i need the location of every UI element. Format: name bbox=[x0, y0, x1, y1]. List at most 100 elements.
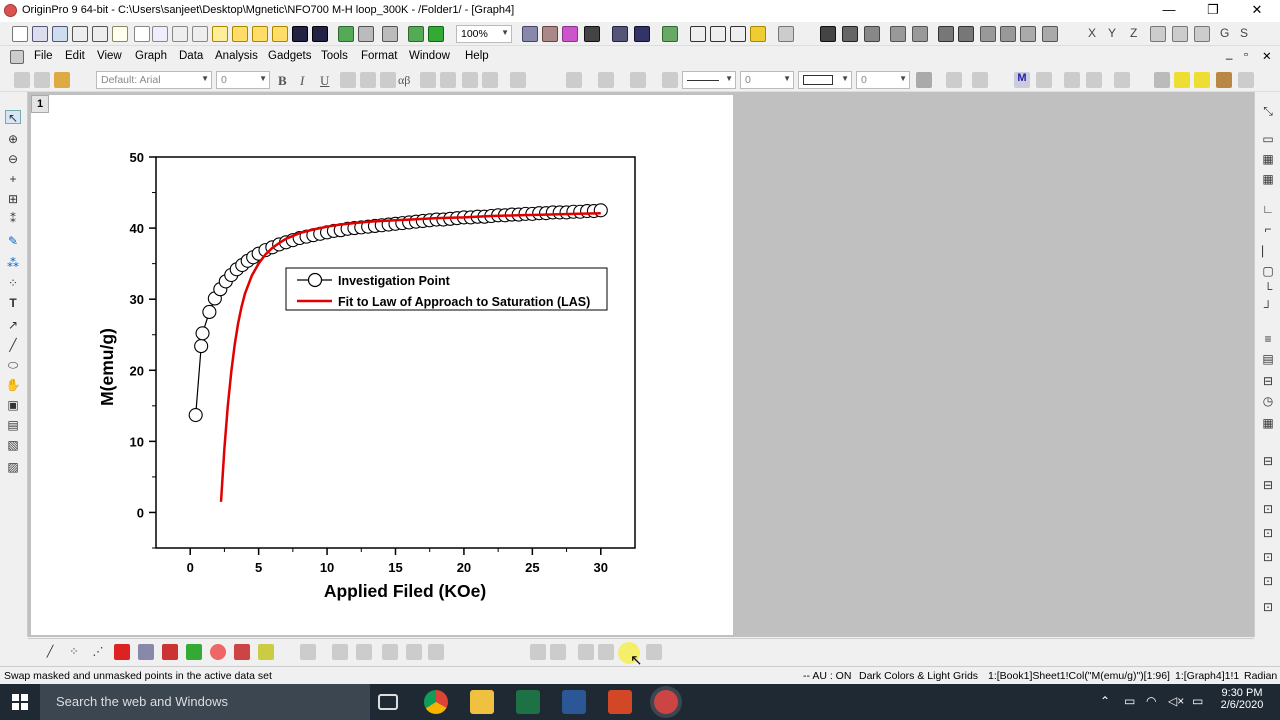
volume-icon[interactable]: ◁× bbox=[1168, 694, 1185, 708]
set-label-icon[interactable] bbox=[1150, 26, 1166, 42]
set-group-button[interactable]: G bbox=[1220, 26, 1230, 40]
excel-icon[interactable] bbox=[516, 690, 540, 714]
menu-edit[interactable]: Edit bbox=[65, 50, 85, 62]
line-symbol-plot-icon[interactable]: ⋰ bbox=[92, 646, 104, 658]
increase-font-icon[interactable] bbox=[420, 72, 436, 88]
new-3d-icon[interactable] bbox=[172, 26, 188, 42]
insert-column-icon[interactable] bbox=[980, 26, 996, 42]
rescale-icon[interactable]: ⤡ bbox=[1263, 104, 1273, 118]
bar-chart-icon[interactable] bbox=[938, 26, 954, 42]
duplicate-icon[interactable] bbox=[584, 26, 600, 42]
child-minimize-button[interactable]: _ bbox=[1226, 48, 1233, 60]
column-plot-icon[interactable] bbox=[114, 644, 130, 660]
layer-tool-icon[interactable]: ▤ bbox=[7, 418, 19, 432]
fill-size-combo[interactable]: 0 ▼ bbox=[856, 71, 910, 89]
surface-plot-icon[interactable] bbox=[332, 644, 348, 660]
layer-1-tab[interactable]: 1 bbox=[31, 95, 49, 113]
new-layout-icon[interactable] bbox=[134, 26, 150, 42]
restore-button[interactable]: ❐ bbox=[1207, 2, 1219, 17]
chrome-icon[interactable] bbox=[424, 690, 448, 714]
image-plot-icon[interactable] bbox=[406, 644, 422, 660]
y-axis-title[interactable]: M(emu/g) bbox=[97, 328, 117, 406]
unmask-range-icon[interactable] bbox=[598, 644, 614, 660]
mask-point-icon[interactable] bbox=[530, 644, 546, 660]
powerpoint-icon[interactable] bbox=[608, 690, 632, 714]
swap-mask-icon[interactable] bbox=[618, 642, 640, 664]
menu-view[interactable]: View bbox=[97, 50, 122, 62]
merge-icon[interactable]: M bbox=[1014, 72, 1030, 88]
new-matrix-icon[interactable] bbox=[92, 26, 108, 42]
minimize-button[interactable]: — bbox=[1162, 2, 1176, 17]
menu-analysis[interactable]: Analysis bbox=[215, 50, 258, 62]
import-wizard-icon[interactable] bbox=[382, 26, 398, 42]
new-sheet-icon[interactable] bbox=[192, 26, 208, 42]
object-front-icon[interactable] bbox=[1154, 72, 1170, 88]
add-top-x-icon[interactable]: ⌐ bbox=[1264, 222, 1272, 236]
new-excel-icon[interactable] bbox=[52, 26, 68, 42]
table-icon[interactable] bbox=[972, 72, 988, 88]
menu-data[interactable]: Data bbox=[179, 50, 204, 62]
superscript-icon[interactable] bbox=[340, 72, 356, 88]
bar-plot-icon[interactable] bbox=[162, 644, 178, 660]
zoom-in-icon[interactable]: ⊕ bbox=[7, 132, 19, 146]
distribute-icon[interactable]: ⊡ bbox=[1262, 600, 1274, 614]
wireframe-plot-icon[interactable] bbox=[356, 644, 372, 660]
data-reader-icon[interactable]: ⊞ bbox=[7, 192, 19, 206]
windows-start-icon[interactable] bbox=[12, 694, 28, 710]
hide-mask-icon[interactable] bbox=[646, 644, 662, 660]
pie-plot-icon[interactable] bbox=[210, 644, 226, 660]
battery-icon[interactable]: ▭ bbox=[1124, 694, 1136, 708]
layer-icon-table[interactable]: ⊟ bbox=[1262, 374, 1274, 388]
data-selector-icon[interactable]: ⁑ bbox=[10, 212, 16, 226]
menu-window[interactable]: Window bbox=[409, 50, 450, 62]
line-width-combo[interactable]: 0 ▼ bbox=[740, 71, 794, 89]
zoom-out-icon[interactable]: ⊖ bbox=[7, 152, 19, 166]
print-icon[interactable] bbox=[522, 26, 538, 42]
timestamp-icon[interactable]: ≡ bbox=[1264, 332, 1272, 346]
object-manager-icon[interactable] bbox=[730, 26, 746, 42]
filter-icon[interactable] bbox=[1000, 26, 1016, 42]
menu-gadgets[interactable]: Gadgets bbox=[268, 50, 312, 62]
align-center-icon[interactable] bbox=[482, 72, 498, 88]
cut-icon[interactable] bbox=[14, 72, 30, 88]
lock-icon[interactable] bbox=[1114, 72, 1130, 88]
scatter-mask-icon[interactable]: ⁘ bbox=[7, 276, 19, 290]
object-tool-icon[interactable]: ▨ bbox=[7, 460, 19, 474]
supsub-icon[interactable] bbox=[380, 72, 396, 88]
pointer-icon[interactable]: ↖ bbox=[5, 110, 21, 125]
code-builder-icon[interactable] bbox=[612, 26, 628, 42]
line-plot-icon[interactable]: ╱ bbox=[46, 646, 54, 658]
merge-graphs-icon[interactable]: ▦ bbox=[1262, 152, 1274, 166]
export-icon[interactable] bbox=[542, 26, 558, 42]
color-scale-icon[interactable]: ▤ bbox=[1262, 352, 1274, 366]
box-style-combo[interactable]: ▼ bbox=[798, 71, 852, 89]
task-view-icon[interactable] bbox=[378, 694, 398, 710]
region-tool-icon[interactable]: ▣ bbox=[7, 398, 19, 412]
x-axis-title[interactable]: Applied Filed (KOe) bbox=[324, 581, 486, 601]
open-excel-icon[interactable] bbox=[272, 26, 288, 42]
group-icon[interactable] bbox=[1216, 72, 1232, 88]
align-left-icon[interactable] bbox=[462, 72, 478, 88]
wrap-icon[interactable] bbox=[1064, 72, 1080, 88]
column-stats-icon[interactable] bbox=[890, 26, 906, 42]
taskbar-search-input[interactable]: Search the web and Windows bbox=[40, 684, 370, 720]
add-inset-icon[interactable]: ▢ bbox=[1262, 264, 1274, 278]
project-explorer-icon[interactable] bbox=[662, 26, 678, 42]
regional-mask-icon[interactable]: ⁂ bbox=[7, 256, 19, 270]
refresh-icon[interactable] bbox=[428, 26, 444, 42]
notification-icon[interactable]: ▭ bbox=[1192, 694, 1204, 708]
new-table-icon[interactable]: ▦ bbox=[1262, 416, 1274, 430]
new-project-icon[interactable] bbox=[12, 26, 28, 42]
new-notes-icon[interactable] bbox=[152, 26, 168, 42]
hand-tool-icon[interactable]: ✋ bbox=[5, 378, 21, 392]
sort-worksheet-icon[interactable] bbox=[864, 26, 880, 42]
import-multiple-icon[interactable] bbox=[358, 26, 374, 42]
stacked-plot-icon[interactable] bbox=[138, 644, 154, 660]
line-tool-icon[interactable]: ╱ bbox=[9, 338, 17, 352]
add-layer-icon[interactable] bbox=[778, 26, 794, 42]
greek-button[interactable]: αβ bbox=[398, 73, 411, 87]
copy-icon[interactable] bbox=[34, 72, 50, 88]
set-x-button[interactable]: X bbox=[1088, 26, 1097, 40]
bring-forward-icon[interactable] bbox=[1174, 72, 1190, 88]
statistics-icon[interactable] bbox=[820, 26, 836, 42]
